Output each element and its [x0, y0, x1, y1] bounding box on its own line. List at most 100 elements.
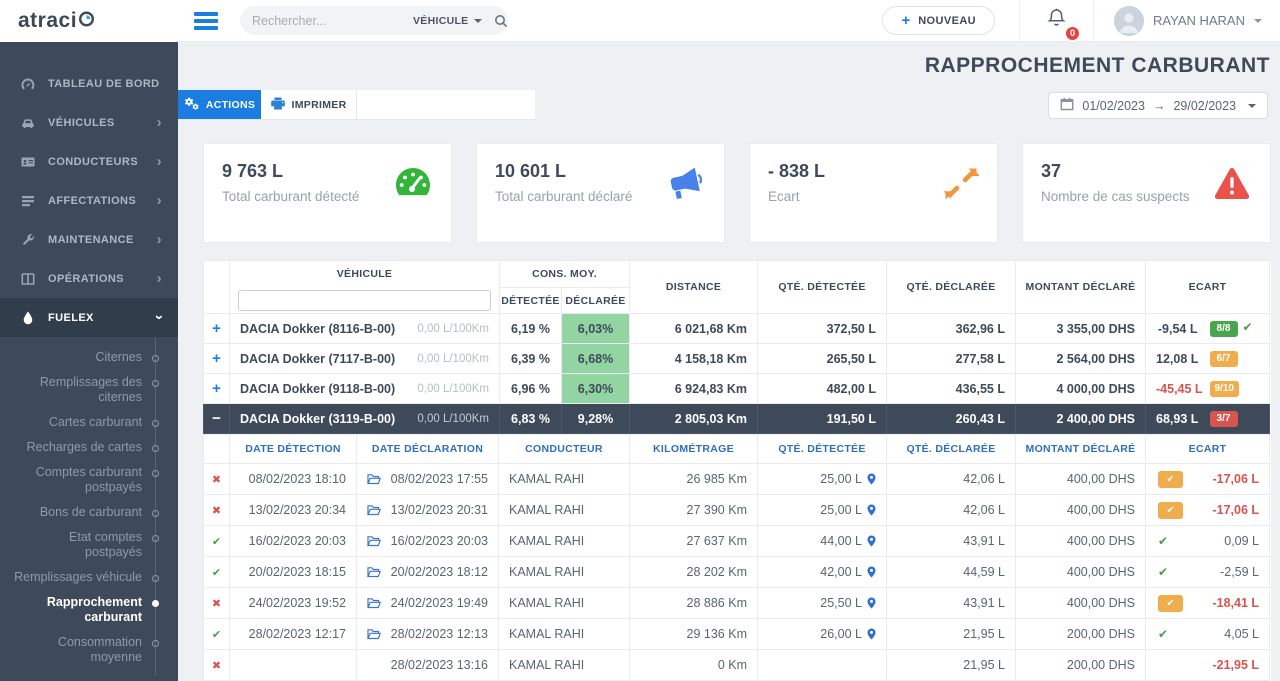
map-pin-icon[interactable] [867, 473, 876, 485]
status-cell: ✔ [203, 618, 230, 650]
map-pin-icon[interactable] [867, 597, 876, 609]
vehicle-row[interactable]: + DACIA Dokker (8116-B-00) 0,00 L/100Km 6… [203, 313, 1271, 344]
detail-table: DATE DÉTECTION DATE DÉCLARATION CONDUCTE… [203, 434, 1271, 681]
submenu-item-citernes[interactable]: Citernes [0, 345, 178, 370]
submenu-item-etat-comptes[interactable]: Etat comptes postpayés [0, 525, 178, 565]
montant-declare-column-header: MONTANT DÉCLARÉ [1015, 434, 1146, 464]
sidebar-item-clients[interactable]: CLIENTS › [0, 676, 178, 681]
collapse-row-button[interactable]: − [203, 403, 230, 434]
map-pin-icon[interactable] [867, 628, 876, 640]
driver-name: KAMAL RAHI [498, 525, 630, 557]
folder-open-icon[interactable] [367, 504, 381, 516]
qte-declaree: 43,91 L [886, 587, 1016, 619]
vehicle-rate: 0,00 L/100Km [417, 382, 489, 395]
vehicle-filter-input[interactable] [238, 289, 491, 311]
sidebar-item-conducteurs[interactable]: CONDUCTEURS › [0, 142, 178, 181]
detail-row[interactable]: ✖ 08/02/2023 18:10 08/02/2023 17:55 KAMA… [203, 463, 1271, 495]
map-pin-icon[interactable] [867, 566, 876, 578]
print-button-label: IMPRIMER [291, 98, 347, 111]
detail-row[interactable]: ✖ 24/02/2023 19:52 24/02/2023 19:49 KAMA… [203, 587, 1271, 619]
driver-name: KAMAL RAHI [498, 494, 630, 526]
map-pin-icon[interactable] [867, 535, 876, 547]
card-ecart: - 838 L Ecart [749, 143, 998, 243]
cons-detectee: 6,83 % [499, 403, 562, 434]
date-declaration-column-header: DATE DÉCLARATION [356, 434, 499, 464]
plus-icon: + [901, 12, 911, 29]
title-row: RAPPROCHEMENT CARBURANT [178, 42, 1280, 90]
card-total-detecte: 9 763 L Total carburant détecté [203, 143, 452, 243]
suspect-flag-icon[interactable]: ✔ [1158, 594, 1183, 612]
ratio-badge: 3/7 [1209, 410, 1238, 427]
submenu-item-remplissages-vehicule[interactable]: Remplissages véhicule [0, 565, 178, 590]
folder-open-icon[interactable] [367, 628, 381, 640]
brand-logo[interactable]: atraci [0, 0, 178, 42]
detail-row[interactable]: ✖ 28/02/2023 13:16 KAMAL RAHI 0 Km 21,95… [203, 649, 1271, 681]
date-declaration: 08/02/2023 17:55 [390, 472, 488, 486]
print-button[interactable]: IMPRIMER [261, 90, 357, 119]
qte-detectee: 25,00 L [820, 472, 862, 486]
folder-open-icon[interactable] [367, 473, 381, 485]
ecart-value: -9,54 L [1145, 313, 1208, 344]
card-value: 9 763 L [222, 161, 284, 181]
kilometrage-column-header: KILOMÉTRAGE [629, 434, 758, 464]
folder-open-icon[interactable] [367, 566, 381, 578]
expand-row-button[interactable]: + [203, 343, 230, 374]
ratio-badge: 6/7 [1209, 350, 1238, 367]
folder-open-icon[interactable] [367, 535, 381, 547]
kilometrage: 27 637 Km [629, 525, 758, 557]
suspect-flag-icon[interactable]: ✔ [1158, 470, 1183, 488]
vehicle-row[interactable]: + DACIA Dokker (7117-B-00) 0,00 L/100Km 6… [203, 343, 1271, 374]
submenu-item-bons-carburant[interactable]: Bons de carburant [0, 500, 178, 525]
ecart-value: -18,41 L [1199, 587, 1271, 619]
date-detection: 24/02/2023 19:52 [229, 587, 357, 619]
search-input[interactable] [252, 13, 413, 28]
map-pin-icon[interactable] [867, 504, 876, 516]
caret-down-icon [1248, 103, 1256, 108]
suspect-flag-icon[interactable]: ✔ [1158, 501, 1183, 519]
submenu-item-rapprochement-carburant[interactable]: Rapprochement carburant [0, 590, 178, 630]
vehicle-row-expanded[interactable]: − DACIA Dokker (3119-B-00) 0,00 L/100Km 6… [203, 403, 1271, 434]
date-range-picker[interactable]: 01/02/2023 → 29/02/2023 [1048, 92, 1268, 119]
sidebar-item-maintenance[interactable]: MAINTENANCE › [0, 220, 178, 259]
vehicle-row[interactable]: + DACIA Dokker (9118-B-00) 0,00 L/100Km 6… [203, 373, 1271, 404]
notifications-button[interactable]: 0 [1020, 7, 1093, 42]
menu-toggle-icon[interactable] [194, 11, 218, 30]
expand-row-button[interactable]: + [203, 313, 230, 344]
date-detection-column-header: DATE DÉTECTION [229, 434, 357, 464]
sidebar-item-affectations[interactable]: AFFECTATIONS › [0, 181, 178, 220]
new-button[interactable]: + NOUVEAU [882, 6, 996, 35]
detail-row[interactable]: ✔ 28/02/2023 12:17 28/02/2023 12:13 KAMA… [203, 618, 1271, 650]
detail-row[interactable]: ✔ 20/02/2023 18:15 20/02/2023 18:12 KAMA… [203, 556, 1271, 588]
sidebar-item-vehicules[interactable]: VÉHICULES › [0, 103, 178, 142]
vehicle-name: DACIA Dokker (3119-B-00) [240, 411, 396, 426]
submenu-item-comptes-postpayes[interactable]: Comptes carburant postpayés [0, 460, 178, 500]
card-label: Total carburant détecté [222, 189, 360, 204]
detail-row[interactable]: ✖ 13/02/2023 20:34 13/02/2023 20:31 KAMA… [203, 494, 1271, 526]
driver-name: KAMAL RAHI [498, 618, 630, 650]
expand-row-button[interactable]: + [203, 373, 230, 404]
user-menu[interactable]: RAYAN HARAN [1094, 5, 1280, 36]
search-filter-dropdown[interactable]: VÉHICULE [413, 15, 482, 27]
submenu-item-remplissages-citernes[interactable]: Remplissages des citernes [0, 370, 178, 410]
submenu-item-recharges-cartes[interactable]: Recharges de cartes [0, 435, 178, 460]
sidebar-item-fuelex[interactable]: FUELEX › [0, 298, 178, 337]
ecart-value: 68,93 L [1145, 403, 1208, 434]
qte-detectee [757, 649, 887, 681]
summary-cards: 9 763 L Total carburant détecté 10 601 L… [178, 120, 1280, 243]
calendar-icon [1060, 97, 1074, 114]
warning-triangle-icon [1212, 166, 1252, 207]
page-title: RAPPROCHEMENT CARBURANT [924, 54, 1270, 77]
detail-row[interactable]: ✔ 16/02/2023 20:03 16/02/2023 20:03 KAMA… [203, 525, 1271, 557]
sidebar-item-tableau-de-bord[interactable]: TABLEAU DE BORD [0, 64, 178, 103]
date-detection [229, 649, 357, 681]
submenu-item-cartes-carburant[interactable]: Cartes carburant [0, 410, 178, 435]
actions-button[interactable]: ACTIONS [178, 90, 261, 119]
search-icon[interactable] [494, 14, 508, 28]
vehicles-table: VÉHICULE CONS. MOY. DISTANCE QTÉ. DÉTECT… [203, 260, 1271, 434]
qte-declaree: 43,91 L [886, 525, 1016, 557]
sidebar-item-operations[interactable]: OPÉRATIONS › [0, 259, 178, 298]
qte-declaree-column-header: QTÉ. DÉCLARÉE [886, 260, 1016, 314]
submenu-item-consommation-moyenne[interactable]: Consommation moyenne [0, 630, 178, 670]
distance: 4 158,18 Km [629, 343, 758, 374]
folder-open-icon[interactable] [367, 597, 381, 609]
